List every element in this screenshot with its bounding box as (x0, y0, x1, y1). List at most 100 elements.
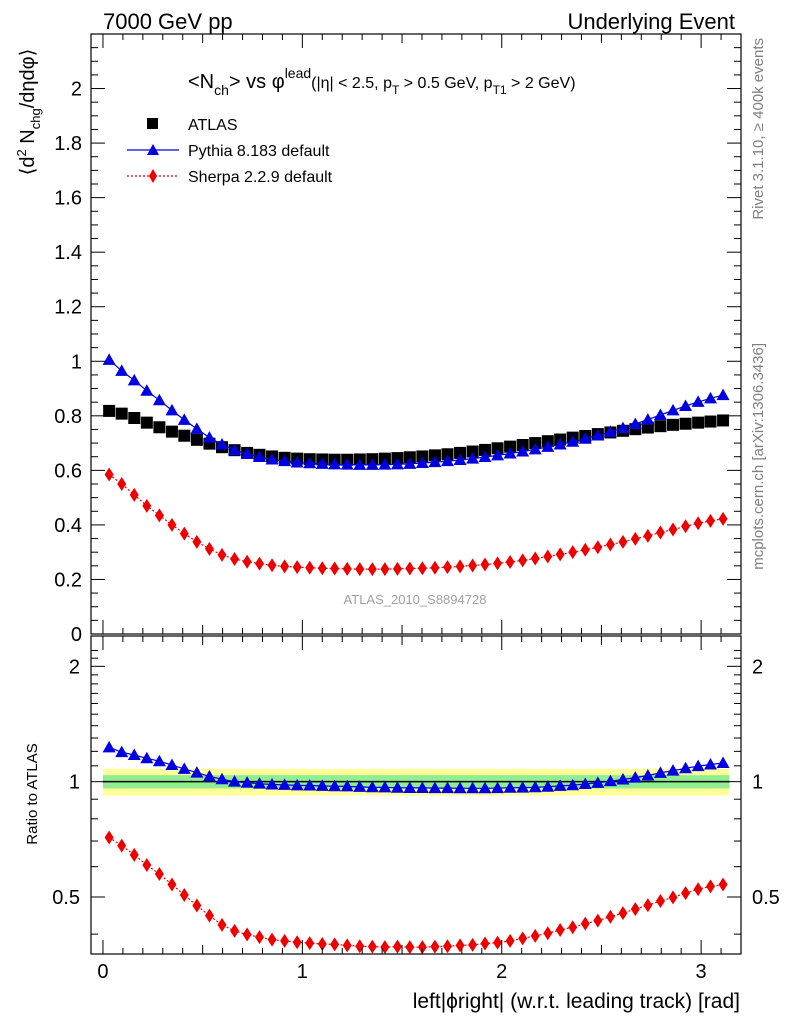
main-point-atlas (478, 443, 491, 456)
main-point-pythia-8-183-default (252, 450, 266, 462)
ratio-point-sherpa-2-2-9-default (305, 936, 315, 951)
main-point-pythia-8-183-default (666, 403, 680, 416)
ratio-point-sherpa-2-2-9-default (480, 936, 490, 951)
main-point-pythia-8-183-default (315, 457, 329, 469)
ratio-point-pythia-8-183-default (202, 769, 216, 782)
main-point-sherpa-2-2-9-default (355, 562, 365, 577)
ratio-point-pythia-8-183-default (553, 779, 567, 791)
main-point-sherpa-2-2-9-default (305, 560, 315, 575)
ratio-point-sherpa-2-2-9-default (129, 847, 139, 862)
main-y-tick-label: 0.4 (54, 515, 82, 537)
x-tick-label: 2 (496, 961, 507, 983)
ratio-point-pythia-8-183-default (165, 758, 179, 771)
ratio-point-sherpa-2-2-9-default (330, 937, 340, 952)
main-point-pythia-8-183-default (466, 452, 480, 464)
main-point-sherpa-2-2-9-default (417, 561, 427, 576)
ratio-point-sherpa-2-2-9-default (693, 882, 703, 897)
ratio-point-pythia-8-183-default (303, 779, 317, 791)
main-point-pythia-8-183-default (127, 373, 141, 386)
main-point-sherpa-2-2-9-default (568, 545, 578, 560)
ratio-point-pythia-8-183-default (353, 780, 367, 792)
main-point-pythia-8-183-default (553, 437, 567, 450)
ratio-y-tick-label: 1 (69, 772, 80, 794)
ratio-point-sherpa-2-2-9-default (443, 939, 453, 954)
main-point-pythia-8-183-default (541, 440, 555, 452)
ratio-point-sherpa-2-2-9-default (681, 886, 691, 901)
ratio-point-pythia-8-183-default (403, 781, 417, 793)
main-point-pythia-8-183-default (453, 453, 467, 465)
main-point-pythia-8-183-default (365, 458, 379, 470)
main-point-sherpa-2-2-9-default (443, 560, 453, 575)
main-point-atlas (128, 412, 141, 424)
main-point-sherpa-2-2-9-default (267, 558, 277, 573)
main-point-sherpa-2-2-9-default (543, 549, 553, 564)
main-point-atlas (190, 433, 203, 446)
legend-marker-sherpa (149, 169, 157, 183)
main-point-atlas (428, 449, 441, 462)
ratio-point-sherpa-2-2-9-default (230, 923, 240, 938)
main-point-pythia-8-183-default (428, 455, 442, 468)
ratio-point-sherpa-2-2-9-default (518, 931, 528, 946)
main-point-atlas (679, 417, 692, 430)
x-axis-label: left|ϕright| (w.r.t. leading track) [rad… (413, 990, 740, 1013)
main-point-sherpa-2-2-9-default (342, 561, 352, 576)
ratio-y-tick-label-right: 2 (752, 656, 763, 678)
ratio-point-pythia-8-183-default (152, 754, 166, 767)
ratio-point-pythia-8-183-default (478, 781, 492, 794)
main-point-sherpa-2-2-9-default (655, 525, 665, 540)
ratio-point-sherpa-2-2-9-default (167, 877, 177, 892)
main-point-sherpa-2-2-9-default (254, 556, 264, 571)
main-plot-data (102, 353, 730, 577)
ratio-y-tick-label: 2 (69, 656, 80, 678)
main-point-pythia-8-183-default (415, 456, 429, 468)
ratio-point-sherpa-2-2-9-default (317, 936, 327, 951)
main-point-sherpa-2-2-9-default (705, 513, 715, 528)
ratio-point-sherpa-2-2-9-default (355, 939, 365, 954)
ratio-point-sherpa-2-2-9-default (342, 938, 352, 953)
ratio-point-pythia-8-183-default (127, 748, 141, 760)
main-point-pythia-8-183-default (303, 456, 317, 469)
ratio-point-sherpa-2-2-9-default (254, 930, 264, 945)
main-point-sherpa-2-2-9-default (117, 477, 127, 491)
main-point-pythia-8-183-default (641, 413, 655, 425)
main-point-pythia-8-183-default (591, 428, 605, 441)
main-point-sherpa-2-2-9-default (693, 516, 703, 531)
ratio-point-pythia-8-183-default (628, 771, 642, 783)
main-point-pythia-8-183-default (202, 431, 216, 443)
ratio-point-pythia-8-183-default (228, 775, 242, 787)
main-point-sherpa-2-2-9-default (530, 551, 540, 566)
y-axis-label-main: ⟨d2 Nchg/dηdφ⟩ (14, 49, 43, 176)
main-point-atlas (491, 442, 504, 455)
main-line-sherpa-2-2-9-default (108, 474, 724, 570)
main-point-pythia-8-183-default (578, 432, 592, 444)
ratio-point-sherpa-2-2-9-default (705, 879, 715, 894)
main-point-pythia-8-183-default (703, 391, 717, 404)
mcplots-label: mcplots.cern.ch [arXiv:1306.3436] (750, 343, 767, 570)
ratio-point-pythia-8-183-default (190, 766, 204, 778)
ratio-point-pythia-8-183-default (365, 780, 379, 793)
y-axis-label-ratio: Ratio to ATLAS (24, 743, 41, 844)
main-y-tick-label: 1.6 (54, 188, 82, 210)
ratio-point-sherpa-2-2-9-default (380, 940, 390, 954)
x-tick-label: 3 (696, 961, 707, 983)
ratio-point-pythia-8-183-default (566, 778, 580, 791)
ratio-point-pythia-8-183-default (703, 757, 717, 770)
main-point-pythia-8-183-default (403, 457, 417, 469)
ratio-point-sherpa-2-2-9-default (417, 940, 427, 954)
ratio-point-pythia-8-183-default (428, 781, 442, 794)
plot-title: <Nch> vs φlead(|η| < 2.5, pT > 0.5 GeV, … (188, 65, 576, 98)
ratio-point-sherpa-2-2-9-default (530, 928, 540, 943)
ratio-point-pythia-8-183-default (466, 781, 480, 794)
ratio-point-pythia-8-183-default (503, 781, 517, 793)
ratio-line-sherpa-2-2-9-default (108, 836, 724, 948)
ratio-point-sherpa-2-2-9-default (242, 927, 252, 942)
main-point-pythia-8-183-default (328, 457, 342, 470)
main-point-sherpa-2-2-9-default (129, 487, 139, 502)
main-y-tick-label: 2 (71, 79, 82, 101)
main-point-sherpa-2-2-9-default (167, 517, 177, 532)
ratio-point-sherpa-2-2-9-default (718, 877, 728, 892)
main-point-sherpa-2-2-9-default (242, 554, 252, 569)
main-y-tick-label: 1.8 (54, 133, 82, 155)
ratio-point-pythia-8-183-default (315, 779, 329, 791)
ratio-point-sherpa-2-2-9-default (580, 916, 590, 931)
